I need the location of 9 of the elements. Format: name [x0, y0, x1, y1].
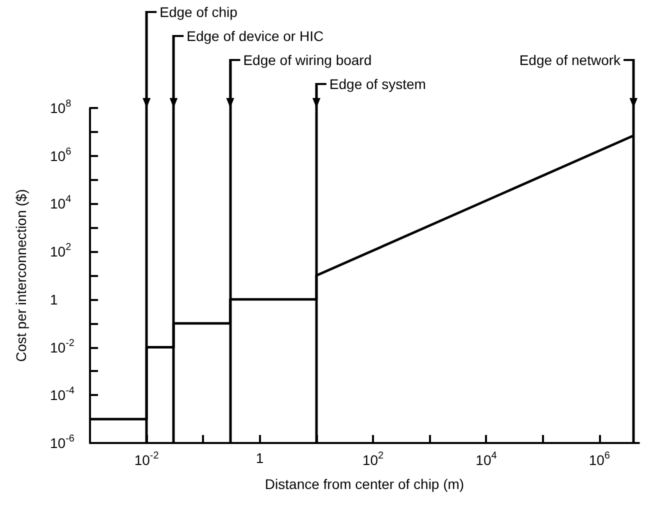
- ref-line-label: Edge of chip: [160, 4, 238, 20]
- ref-line-label: Edge of wiring board: [243, 52, 372, 68]
- ref-line-label: Edge of system: [329, 76, 426, 92]
- ref-line-label: Edge of device or HIC: [186, 28, 324, 44]
- y-tick-label: 1: [50, 291, 58, 308]
- ref-line-label: Edge of network: [519, 52, 622, 68]
- x-tick-label: 1: [256, 450, 264, 466]
- y-axis-title: Cost per interconnection ($): [13, 189, 29, 362]
- x-axis-title: Distance from center of chip (m): [264, 476, 464, 492]
